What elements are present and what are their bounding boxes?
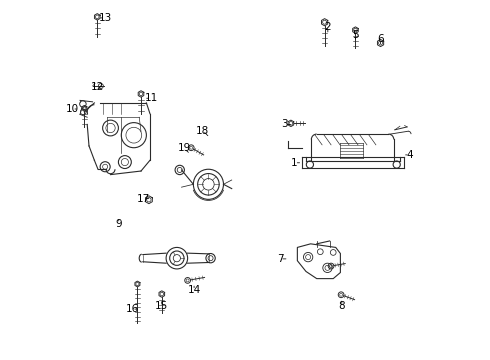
Text: 4: 4: [407, 150, 413, 160]
Text: 5: 5: [352, 30, 359, 40]
Text: 14: 14: [188, 285, 201, 296]
Text: 16: 16: [125, 304, 139, 314]
Text: 1: 1: [291, 158, 298, 168]
Text: 19: 19: [177, 143, 191, 153]
Text: 7: 7: [277, 254, 283, 264]
Text: 18: 18: [196, 126, 209, 135]
Text: 3: 3: [281, 120, 288, 129]
Text: 11: 11: [145, 93, 158, 103]
Text: 9: 9: [116, 219, 122, 229]
Text: 6: 6: [377, 35, 384, 44]
Text: 17: 17: [137, 194, 150, 204]
Text: 2: 2: [324, 22, 331, 32]
Text: 8: 8: [339, 301, 345, 311]
Text: 12: 12: [91, 82, 104, 92]
Text: 15: 15: [155, 301, 169, 311]
Text: 13: 13: [98, 13, 112, 23]
Text: 10: 10: [66, 104, 79, 114]
